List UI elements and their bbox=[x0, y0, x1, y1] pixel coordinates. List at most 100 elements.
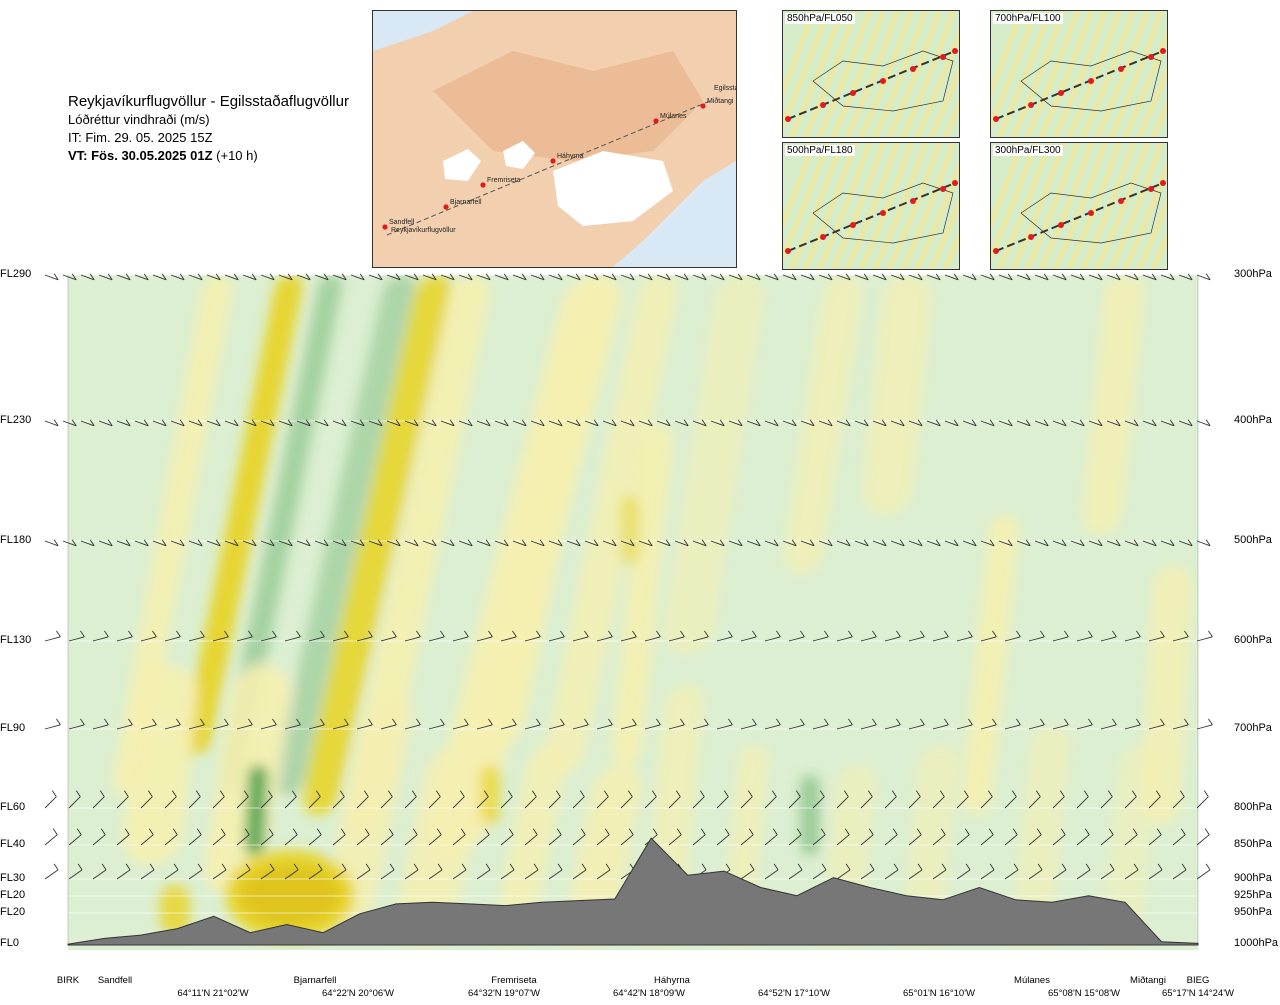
wind-barb bbox=[638, 419, 653, 427]
wind-barb bbox=[572, 828, 586, 846]
right-pressure-label: 400hPa bbox=[1234, 414, 1272, 426]
wind-barb bbox=[224, 539, 239, 547]
wind-barb bbox=[404, 718, 421, 730]
route-place-label: Bjarnarfell bbox=[450, 199, 482, 206]
left-level-label: FL290 bbox=[0, 268, 32, 280]
wind-barb bbox=[860, 630, 877, 642]
wind-barb bbox=[620, 790, 633, 809]
route-point bbox=[700, 103, 706, 109]
wind-barb bbox=[818, 273, 833, 281]
wind-barb bbox=[1076, 630, 1093, 642]
wind-barb bbox=[998, 419, 1013, 427]
left-level-label: FL40 bbox=[0, 838, 26, 850]
wind-barb bbox=[1028, 863, 1043, 880]
wind-barb bbox=[260, 273, 275, 281]
wind-barb bbox=[788, 828, 802, 846]
inset-route-point bbox=[1160, 180, 1166, 186]
inset-band bbox=[802, 143, 858, 269]
wind-barb bbox=[692, 828, 706, 846]
wind-barb bbox=[404, 790, 417, 809]
wind-band bbox=[303, 275, 452, 815]
wind-barb bbox=[1196, 790, 1209, 809]
wind-barb bbox=[500, 863, 515, 880]
wind-barb bbox=[386, 419, 401, 427]
wind-barb bbox=[422, 419, 437, 427]
coordinate-label: 64°32'N 19°07'W bbox=[468, 988, 540, 999]
right-pressure-label: 800hPa bbox=[1234, 801, 1272, 813]
wind-barb bbox=[1148, 630, 1165, 642]
wind-barb bbox=[740, 718, 757, 730]
wind-barb bbox=[440, 539, 455, 547]
wind-barb bbox=[260, 828, 274, 846]
wind-barb bbox=[1172, 718, 1189, 730]
wind-barb bbox=[500, 828, 514, 846]
wind-barb bbox=[956, 790, 969, 809]
wind-barb bbox=[962, 419, 977, 427]
wind-barb bbox=[692, 539, 707, 547]
wind-barb bbox=[476, 630, 493, 642]
wind-barb bbox=[98, 419, 113, 427]
wind-barb bbox=[404, 273, 419, 281]
inset-band bbox=[1010, 143, 1066, 269]
inset-route-point bbox=[1028, 234, 1034, 240]
inset-route-point bbox=[850, 222, 856, 228]
wind-barb bbox=[308, 863, 323, 880]
wind-barb bbox=[44, 630, 61, 642]
wind-barb bbox=[44, 419, 59, 427]
wind-barb bbox=[140, 863, 155, 880]
wind-barb bbox=[476, 718, 493, 730]
wind-barb bbox=[236, 630, 253, 642]
wind-barb bbox=[308, 828, 322, 846]
valid-time-lead: (+10 h) bbox=[212, 148, 258, 163]
wind-barb bbox=[68, 790, 81, 809]
inset-band bbox=[1136, 64, 1167, 137]
wind-barb bbox=[1124, 273, 1139, 281]
inset-label-300: 300hPa/FL300 bbox=[993, 145, 1063, 156]
inset-band bbox=[1122, 158, 1167, 269]
wind-band bbox=[217, 275, 343, 795]
wind-barb bbox=[332, 630, 349, 642]
wind-barb bbox=[1178, 539, 1193, 547]
wind-barb bbox=[170, 419, 185, 427]
inset-route-point bbox=[993, 116, 999, 122]
wind-barb bbox=[1196, 863, 1211, 880]
inset-band bbox=[942, 230, 959, 269]
inset-band bbox=[914, 26, 959, 137]
wind-barb bbox=[92, 828, 106, 846]
wind-barb bbox=[740, 790, 753, 809]
wind-barb bbox=[1196, 273, 1211, 281]
wind-barb bbox=[1088, 273, 1103, 281]
inset-band bbox=[788, 143, 844, 269]
wind-barb bbox=[116, 539, 131, 547]
inset-band bbox=[900, 143, 956, 269]
wind-barb bbox=[764, 790, 777, 809]
wind-barb bbox=[44, 863, 59, 880]
inset-850: 850hPa/FL050 bbox=[782, 10, 960, 138]
wind-barb bbox=[92, 790, 105, 809]
wind-barb bbox=[1034, 273, 1049, 281]
wind-barb bbox=[134, 419, 149, 427]
wind-barb bbox=[524, 718, 541, 730]
wind-barb bbox=[350, 539, 365, 547]
wind-barb bbox=[800, 273, 815, 281]
wind-barb bbox=[422, 539, 437, 547]
right-pressure-label: 500hPa bbox=[1234, 534, 1272, 546]
wind-barb bbox=[440, 273, 455, 281]
wind-barb bbox=[1160, 539, 1175, 547]
wind-barb bbox=[1004, 863, 1019, 880]
inset-band bbox=[830, 11, 886, 137]
wind-barb bbox=[332, 273, 347, 281]
inset-band bbox=[886, 143, 942, 269]
wind-barb bbox=[62, 273, 77, 281]
wind-barb bbox=[356, 630, 373, 642]
wind-barb bbox=[1052, 718, 1069, 730]
wind-barb bbox=[332, 419, 347, 427]
wind-barb bbox=[566, 273, 581, 281]
wind-barb bbox=[404, 539, 419, 547]
wind-barb bbox=[956, 630, 973, 642]
wind-band bbox=[343, 275, 490, 835]
wind-barb bbox=[1028, 630, 1045, 642]
wind-barb bbox=[422, 273, 437, 281]
left-level-label: FL180 bbox=[0, 534, 32, 546]
